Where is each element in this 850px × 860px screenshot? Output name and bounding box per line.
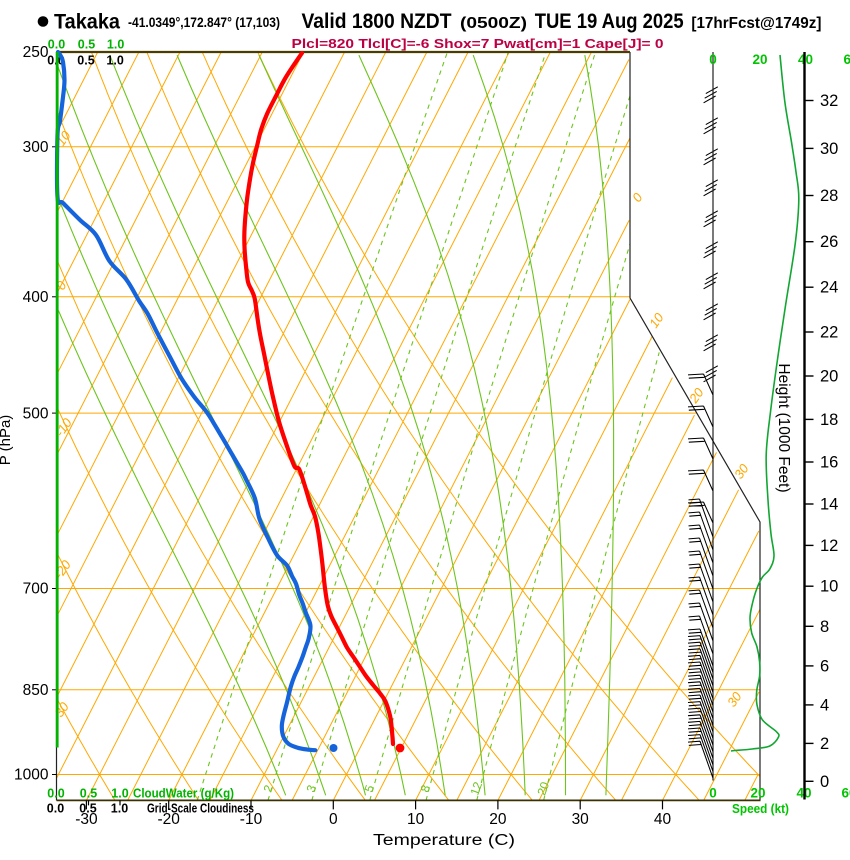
svg-text:6: 6 xyxy=(820,657,829,675)
svg-text:-20: -20 xyxy=(51,557,75,582)
svg-text:1000: 1000 xyxy=(14,767,49,784)
svg-text:20: 20 xyxy=(750,786,765,801)
svg-text:-10: -10 xyxy=(52,415,76,440)
svg-text:0.5: 0.5 xyxy=(77,54,94,68)
svg-text:22: 22 xyxy=(820,324,838,342)
svg-text:8: 8 xyxy=(820,618,829,636)
svg-text:1.0: 1.0 xyxy=(107,38,124,52)
svg-text:10: 10 xyxy=(407,811,425,828)
svg-text:3: 3 xyxy=(304,783,320,794)
svg-text:1.0: 1.0 xyxy=(111,787,128,801)
svg-text:24: 24 xyxy=(820,279,838,297)
svg-text:Speed (kt): Speed (kt) xyxy=(732,802,789,816)
svg-text:0: 0 xyxy=(629,190,646,205)
svg-text:30: 30 xyxy=(724,689,745,710)
svg-text:Grid-Scale Cloudiness: Grid-Scale Cloudiness xyxy=(147,802,254,816)
svg-text:-20: -20 xyxy=(157,811,180,828)
svg-text:2: 2 xyxy=(261,783,277,794)
svg-text:0: 0 xyxy=(329,811,338,828)
svg-text:60: 60 xyxy=(841,786,850,801)
svg-text:12: 12 xyxy=(467,780,485,798)
svg-text:0.0: 0.0 xyxy=(48,38,65,52)
svg-text:0.0: 0.0 xyxy=(47,787,64,801)
svg-text:2: 2 xyxy=(820,735,829,753)
svg-text:12: 12 xyxy=(820,537,838,555)
svg-text:8: 8 xyxy=(418,783,434,794)
svg-text:5: 5 xyxy=(362,783,378,794)
svg-text:250: 250 xyxy=(23,44,49,61)
svg-text:32: 32 xyxy=(820,92,838,110)
svg-text:0.0: 0.0 xyxy=(47,802,64,816)
svg-text:20: 20 xyxy=(534,780,552,798)
svg-text:850: 850 xyxy=(23,682,49,699)
svg-text:[17hrFcst@1749z]: [17hrFcst@1749z] xyxy=(691,15,821,32)
svg-text:CloudWater (g/Kg): CloudWater (g/Kg) xyxy=(133,787,234,801)
svg-text:-30: -30 xyxy=(75,811,98,828)
svg-text:P (hPa): P (hPa) xyxy=(0,415,14,466)
svg-text:30: 30 xyxy=(572,811,590,828)
svg-text:14: 14 xyxy=(820,496,838,514)
svg-text:1.0: 1.0 xyxy=(111,802,128,816)
svg-text:-10: -10 xyxy=(240,811,263,828)
svg-text:10: 10 xyxy=(646,310,667,331)
svg-text:16: 16 xyxy=(820,454,838,472)
svg-text:500: 500 xyxy=(23,405,49,422)
svg-text:TUE 19 Aug 2025: TUE 19 Aug 2025 xyxy=(535,10,684,33)
svg-text:Temperature (C): Temperature (C) xyxy=(373,832,515,849)
svg-text:Takaka: Takaka xyxy=(54,10,121,34)
svg-text:0.5: 0.5 xyxy=(80,787,97,801)
svg-text:4: 4 xyxy=(820,696,829,714)
svg-text:20: 20 xyxy=(489,811,507,828)
svg-text:0: 0 xyxy=(709,786,717,801)
svg-text:0: 0 xyxy=(820,773,829,791)
svg-text:26: 26 xyxy=(820,233,838,251)
svg-text:-41.0349°,172.847° (17,103): -41.0349°,172.847° (17,103) xyxy=(128,15,280,30)
svg-text:0: 0 xyxy=(709,52,717,67)
svg-text:20: 20 xyxy=(752,52,767,67)
svg-text:20: 20 xyxy=(820,368,838,386)
svg-text:Plcl=820 Tlcl[C]=-6 Shox=7 Pwa: Plcl=820 Tlcl[C]=-6 Shox=7 Pwat[cm]=1 Ca… xyxy=(292,36,664,51)
svg-text:40: 40 xyxy=(654,811,672,828)
svg-text:0.5: 0.5 xyxy=(78,38,95,52)
svg-text:28: 28 xyxy=(820,187,838,205)
svg-text:60: 60 xyxy=(843,52,850,67)
svg-text:400: 400 xyxy=(23,289,49,306)
svg-text:0.5: 0.5 xyxy=(79,802,96,816)
svg-text:300: 300 xyxy=(23,139,49,156)
svg-text:30: 30 xyxy=(820,140,838,158)
svg-text:(0500Z): (0500Z) xyxy=(460,15,527,32)
svg-text:20: 20 xyxy=(685,385,707,407)
svg-text:Height (1000 Feet): Height (1000 Feet) xyxy=(775,363,792,492)
svg-text:10: 10 xyxy=(820,578,838,596)
svg-text:Valid 1800 NZDT: Valid 1800 NZDT xyxy=(302,10,452,33)
svg-text:1.0: 1.0 xyxy=(106,54,123,68)
svg-text:18: 18 xyxy=(820,411,838,429)
svg-text:700: 700 xyxy=(23,581,49,598)
